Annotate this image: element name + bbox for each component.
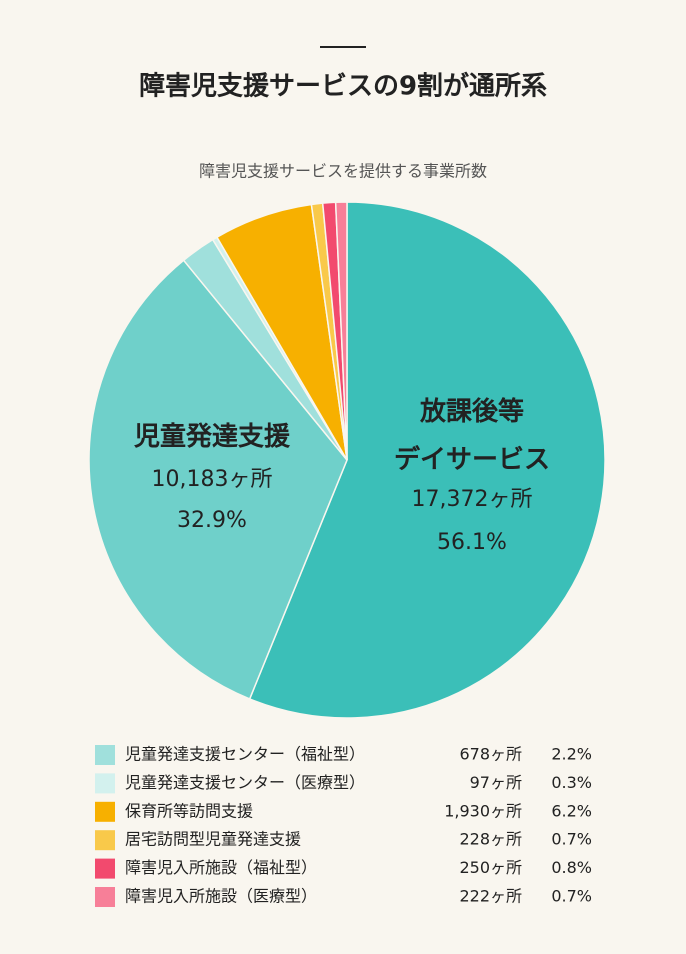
legend-count: 97ヶ所 [470,773,522,792]
legend-swatch [95,830,115,851]
pie-slice [248,201,606,719]
slice-percent: 56.1% [437,530,507,555]
legend-count: 1,930ヶ所 [444,801,522,820]
legend: 児童発達支援センター（福祉型） 678ヶ所 2.2% 児童発達支援センター（医療型） 9… [95,745,592,907]
legend-count: 678ヶ所 [459,745,522,764]
legend-label: 児童発達支援センター（福祉型） [125,745,365,764]
legend-percent: 0.7% [551,830,592,849]
slice-label: 放課後等デイサービス [394,396,550,475]
legend-count: 250ヶ所 [459,858,522,877]
legend-percent: 6.2% [551,801,592,820]
legend-swatch [95,773,115,794]
pie-labels: 放課後等デイサービス 17,372ヶ所 56.1% 児童発達支援 10,183ヶ所 32.… [134,396,550,556]
legend-percent: 0.3% [551,773,592,792]
pie-slice [88,259,348,700]
slice-label: 児童発達支援 [134,422,291,452]
legend-label: 障害児入所施設（福祉型） [125,858,317,877]
legend-swatch [95,887,115,907]
chart-title: 障害児支援サービスの9割が通所系 [139,71,547,102]
legend-swatch [95,745,115,765]
slice-percent: 32.9% [177,508,247,533]
legend-percent: 0.8% [551,858,592,877]
legend-percent: 0.7% [551,887,592,906]
legend-swatch [95,858,115,879]
legend-label: 居宅訪問型児童発達支援 [125,830,301,849]
slice-count: 10,183ヶ所 [152,467,273,492]
legend-count: 222ヶ所 [459,887,522,906]
slice-count: 17,372ヶ所 [412,487,533,512]
legend-percent: 2.2% [551,745,592,764]
pie [88,201,606,719]
legend-label: 障害児入所施設（医療型） [125,887,317,906]
pie-slice [334,201,348,461]
legend-label: 児童発達支援センター（医療型） [125,773,365,792]
legend-label: 保育所等訪問支援 [125,801,253,820]
legend-swatch [95,801,115,822]
legend-count: 228ヶ所 [459,830,522,849]
chart-subtitle: 障害児支援サービスを提供する事業所数 [199,162,487,181]
